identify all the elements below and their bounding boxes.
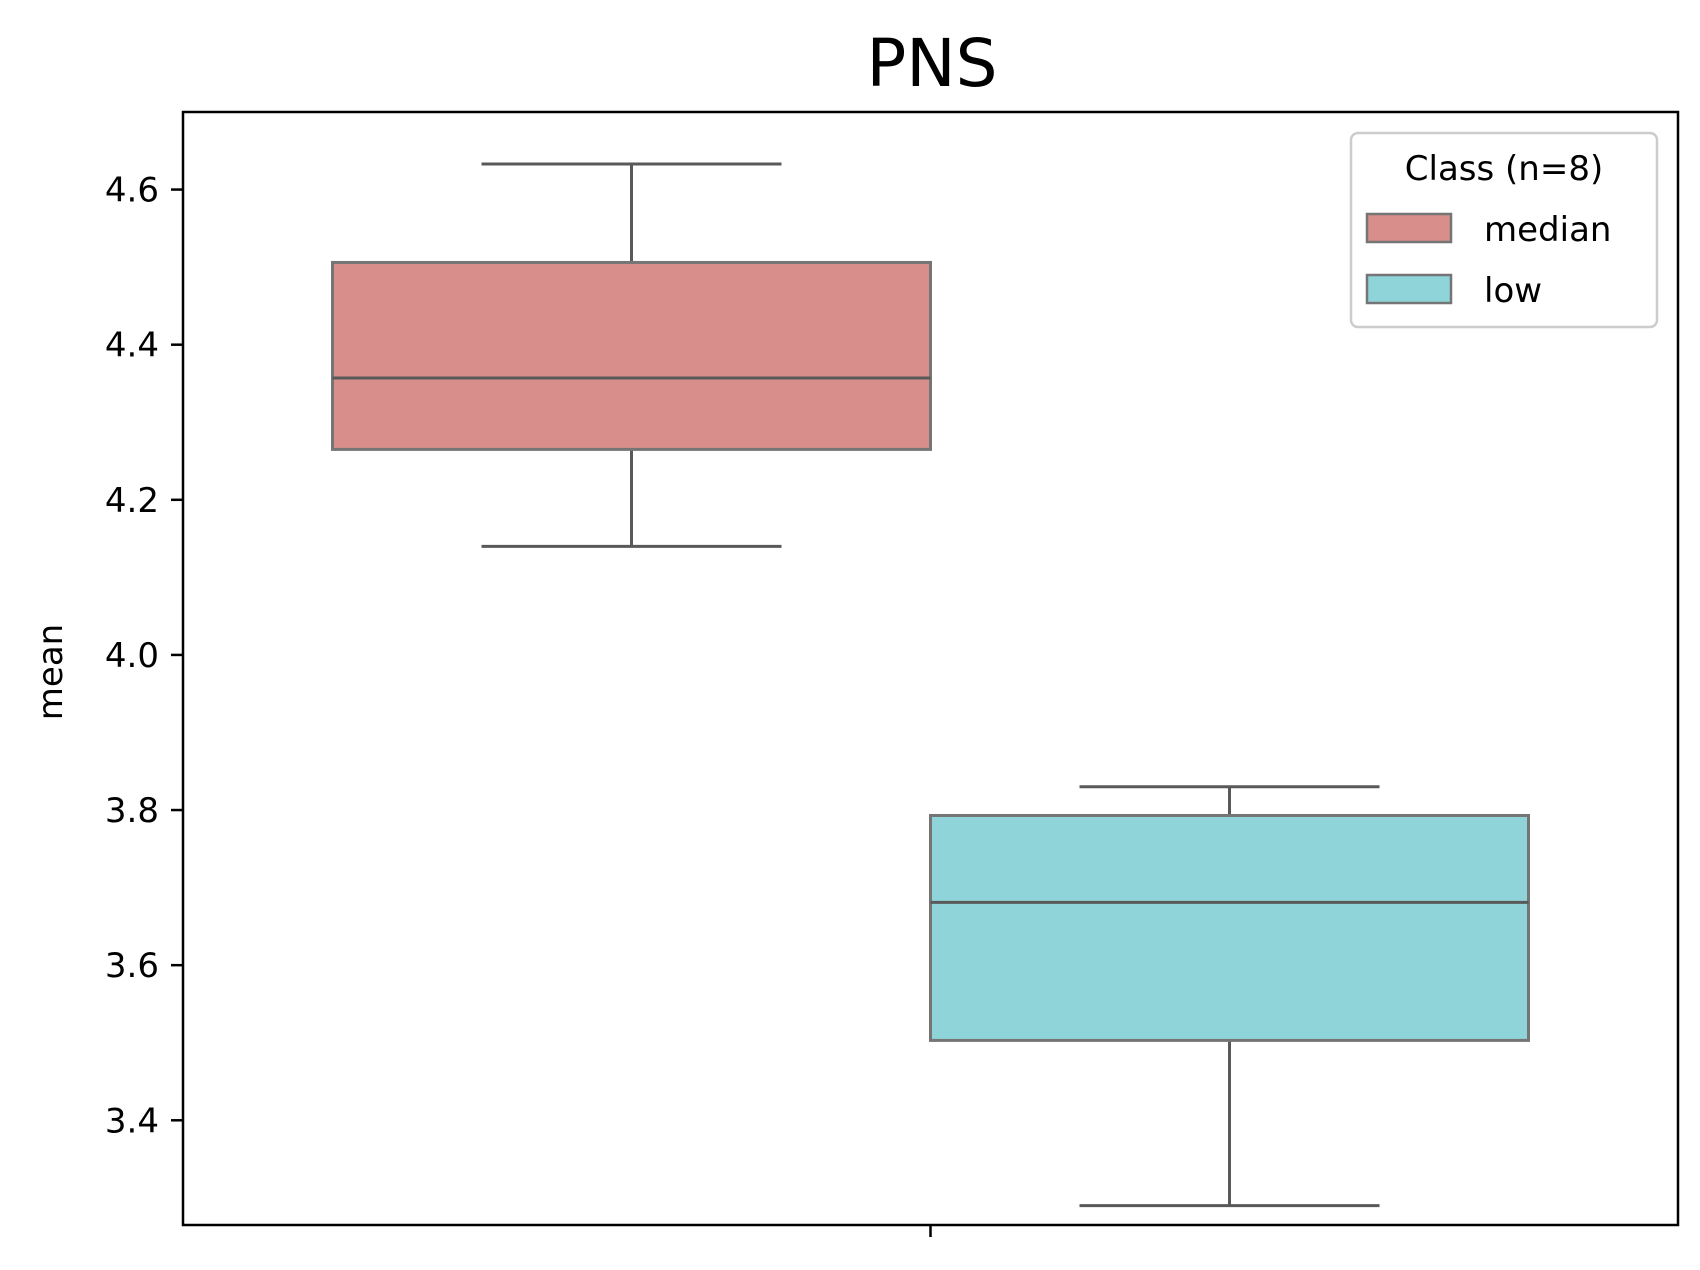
legend: Class (n=8) median low [1349, 131, 1659, 329]
y-tick-label: 4.6 [105, 171, 159, 211]
y-tick-label: 3.6 [105, 946, 159, 986]
iqr-box [929, 813, 1530, 1042]
box-low [929, 785, 1530, 1208]
legend-title: Class (n=8) [1405, 149, 1603, 189]
box-median [331, 162, 932, 548]
y-tick-label: 4.4 [105, 326, 159, 366]
y-tick-label: 4.2 [105, 481, 159, 521]
chart-title: PNS [866, 25, 997, 102]
y-tick-label: 4.0 [105, 636, 159, 676]
legend-swatch-median [1365, 212, 1453, 244]
legend-label-median: median [1484, 210, 1611, 250]
iqr-box [331, 260, 932, 451]
legend-swatch-low [1365, 273, 1453, 305]
y-axis-label: mean [31, 624, 71, 720]
legend-label-low: low [1484, 271, 1542, 311]
y-tick-label: 3.8 [105, 791, 159, 831]
y-tick-label: 3.4 [105, 1101, 159, 1141]
y-axis-ticks: 3.4 3.6 3.8 4.0 4.2 4.4 4.6 [105, 171, 183, 1141]
boxes-layer [331, 162, 1530, 1208]
